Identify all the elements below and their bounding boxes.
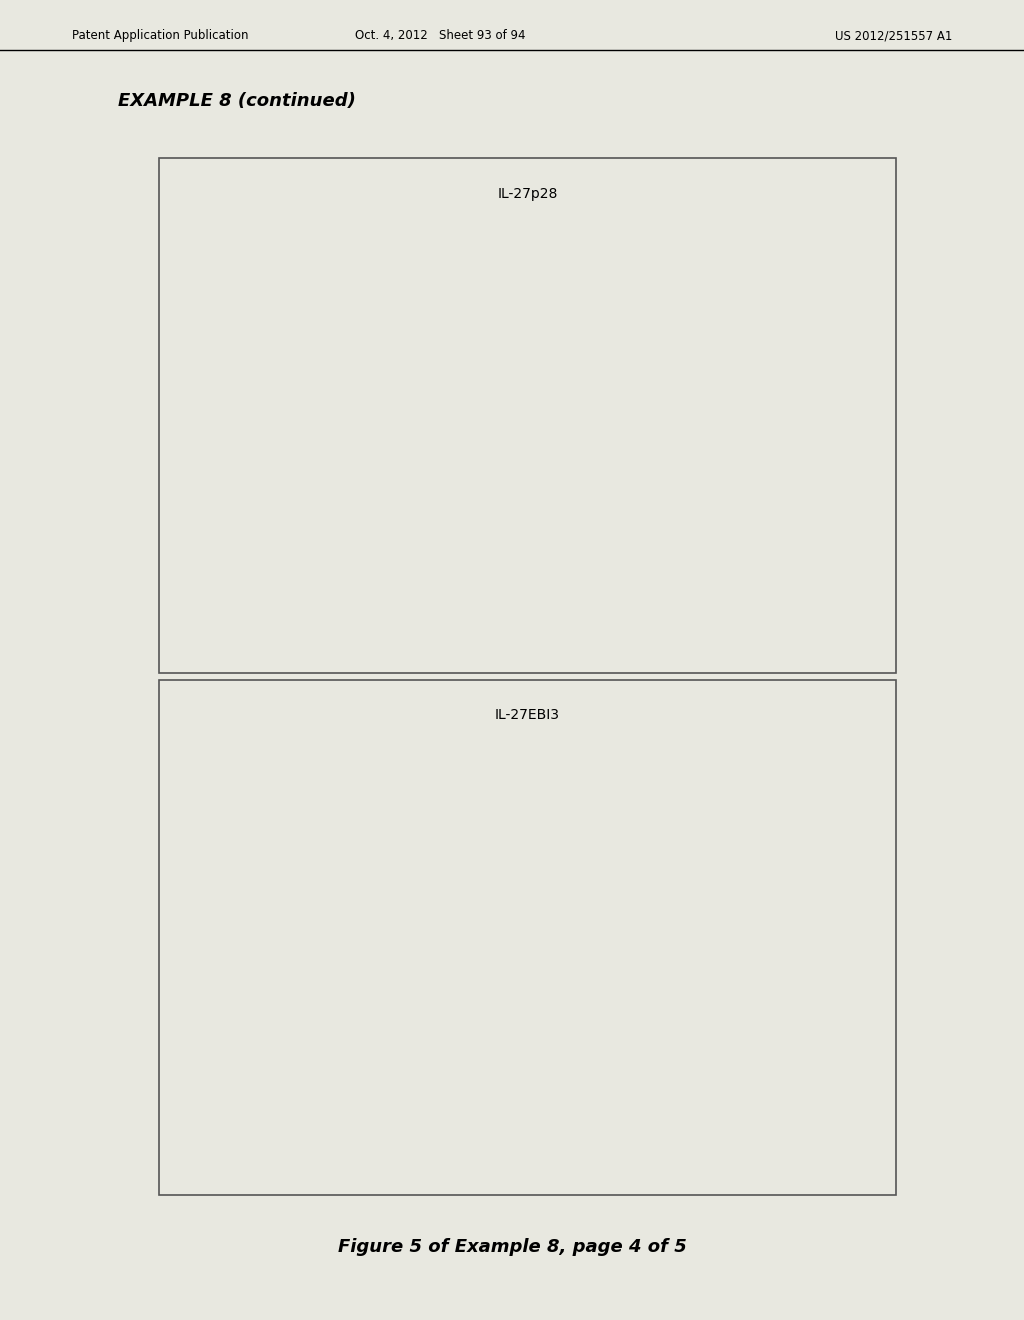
Text: IL-27EBI3: IL-27EBI3	[495, 708, 560, 722]
Bar	[295, 828, 326, 1051]
Bar	[261, 478, 292, 529]
Text: LPS: LPS	[472, 1172, 493, 1185]
Text: Patent Application Publication: Patent Application Publication	[72, 29, 248, 42]
Bar	[798, 1039, 828, 1051]
Text: IL-27p28: IL-27p28	[498, 186, 557, 201]
Text: Figure 5 of Example 8, page 4 of 5: Figure 5 of Example 8, page 4 of 5	[338, 1238, 686, 1257]
Bar	[329, 1047, 359, 1051]
Text: Poly I:C: Poly I:C	[617, 651, 660, 664]
Bar	[485, 513, 516, 529]
Bar	[452, 810, 482, 1051]
Bar	[731, 787, 762, 1051]
Text: Immature: Immature	[297, 651, 354, 664]
Text: US 2012/251557 A1: US 2012/251557 A1	[835, 29, 952, 42]
Bar	[608, 1011, 639, 1051]
Bar	[798, 232, 828, 529]
Bar	[731, 491, 762, 529]
Bar	[295, 462, 326, 529]
Bar	[608, 469, 639, 529]
Y-axis label: Rel. abundance (*100): Rel. abundance (*100)	[211, 825, 224, 957]
Text: Oct. 4, 2012   Sheet 93 of 94: Oct. 4, 2012 Sheet 93 of 94	[355, 29, 525, 42]
Bar	[642, 417, 673, 529]
Bar	[574, 1031, 605, 1051]
Text: Poly I:C: Poly I:C	[617, 1172, 660, 1185]
Text: Immature: Immature	[297, 1172, 354, 1185]
Bar	[418, 970, 449, 1051]
Text: R837: R837	[780, 651, 810, 664]
Bar	[574, 426, 605, 529]
Text: LPS: LPS	[472, 651, 493, 664]
Text: EXAMPLE 8 (continued): EXAMPLE 8 (continued)	[118, 92, 355, 111]
Bar	[452, 338, 482, 529]
Bar	[329, 484, 359, 529]
Text: R837: R837	[780, 1172, 810, 1185]
Bar	[418, 478, 449, 529]
Bar	[765, 210, 796, 529]
Y-axis label: Rel. abundance (*100): Rel. abundance (*100)	[203, 304, 216, 436]
